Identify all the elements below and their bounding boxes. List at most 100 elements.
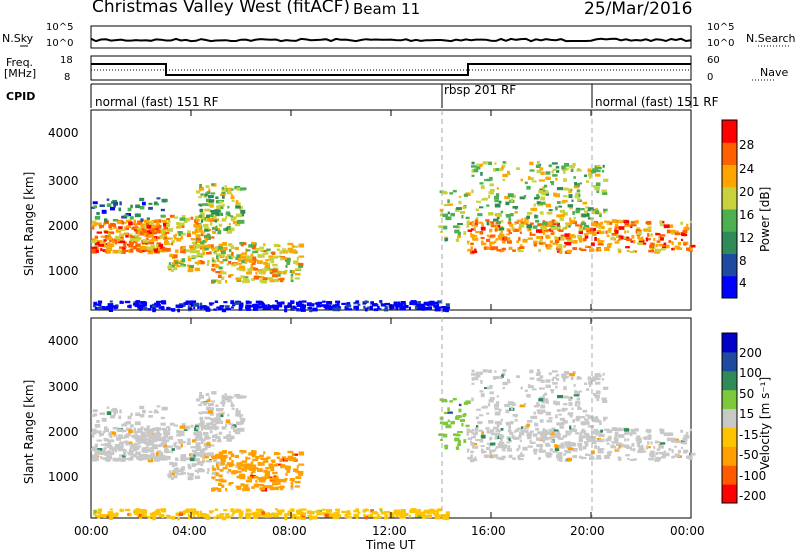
power-echo bbox=[624, 236, 630, 240]
power-echo bbox=[206, 237, 211, 240]
power-echo bbox=[298, 265, 304, 268]
velocity-echo bbox=[680, 429, 683, 433]
velocity-echo bbox=[447, 419, 450, 423]
power-echo bbox=[181, 258, 186, 262]
power-echo bbox=[251, 278, 255, 281]
power-echo bbox=[595, 210, 599, 215]
velocity-echo bbox=[574, 402, 578, 407]
power-echo bbox=[278, 244, 281, 247]
power-echo bbox=[499, 248, 505, 253]
velocity-echo bbox=[609, 429, 613, 433]
power-echo bbox=[498, 236, 503, 240]
velocity-echo bbox=[239, 427, 245, 432]
velocity-echo bbox=[128, 429, 133, 434]
velocity-echo bbox=[184, 510, 189, 513]
power-echo bbox=[241, 252, 248, 255]
velocity-echo bbox=[156, 429, 160, 433]
velocity-echo bbox=[577, 405, 581, 410]
power-echo bbox=[290, 300, 294, 305]
power-echo bbox=[301, 300, 307, 303]
x-tick: 12:00 bbox=[372, 524, 407, 538]
velocity-echo bbox=[190, 508, 197, 512]
power-echo bbox=[363, 300, 369, 304]
velocity-echo bbox=[230, 423, 233, 426]
velocity-echo bbox=[114, 449, 118, 453]
velocity-echo bbox=[245, 515, 251, 519]
velocity-echo bbox=[190, 456, 195, 460]
power-echo bbox=[556, 201, 561, 204]
power-echo bbox=[122, 247, 126, 250]
velocity-echo bbox=[284, 477, 288, 481]
velocity-echo bbox=[119, 448, 126, 452]
velocity-echo bbox=[176, 430, 180, 434]
power-echo bbox=[659, 234, 666, 237]
velocity-echo bbox=[143, 514, 148, 518]
velocity-echo bbox=[152, 446, 158, 450]
velocity-echo bbox=[486, 412, 490, 415]
velocity-scatter bbox=[91, 369, 696, 521]
velocity-echo bbox=[551, 378, 554, 382]
velocity-cbar-tick: 200 bbox=[739, 346, 762, 360]
power-echo bbox=[481, 242, 487, 245]
velocity-echo bbox=[284, 514, 288, 517]
power-echo bbox=[131, 227, 136, 230]
velocity-echo bbox=[102, 457, 107, 460]
velocity-echo bbox=[553, 430, 557, 433]
velocity-echo bbox=[253, 483, 259, 488]
velocity-echo bbox=[174, 469, 178, 473]
power-echo bbox=[476, 200, 481, 203]
power-echo bbox=[250, 253, 254, 258]
power-echo bbox=[609, 221, 613, 225]
velocity-echo bbox=[594, 445, 597, 449]
velocity-echo bbox=[144, 427, 150, 432]
power-echo bbox=[153, 248, 158, 253]
velocity-echo bbox=[269, 479, 274, 483]
velocity-echo bbox=[196, 427, 200, 430]
power-echo bbox=[135, 300, 141, 303]
power-echo bbox=[251, 262, 256, 265]
velocity-echo bbox=[504, 403, 510, 408]
velocity-echo bbox=[217, 488, 222, 492]
velocity-echo bbox=[163, 444, 168, 449]
power-echo bbox=[178, 225, 182, 229]
velocity-echo bbox=[187, 513, 190, 517]
power-echo bbox=[228, 274, 232, 278]
power-echo bbox=[170, 308, 176, 312]
velocity-echo bbox=[257, 461, 262, 466]
power-echo bbox=[253, 267, 259, 271]
velocity-echo bbox=[145, 430, 150, 434]
velocity-echo bbox=[373, 516, 379, 520]
velocity-echo bbox=[558, 444, 562, 449]
power-echo bbox=[94, 235, 99, 240]
power-echo bbox=[284, 250, 290, 253]
power-echo bbox=[478, 221, 483, 224]
power-echo bbox=[523, 195, 527, 198]
power-echo bbox=[273, 306, 279, 309]
power-echo bbox=[471, 189, 474, 194]
power-echo bbox=[204, 246, 209, 251]
velocity-echo bbox=[230, 508, 235, 513]
power-echo bbox=[141, 306, 144, 309]
velocity-echo bbox=[154, 510, 160, 514]
power-echo bbox=[259, 306, 265, 309]
power-echo bbox=[520, 244, 523, 247]
power-echo bbox=[104, 220, 109, 225]
velocity-echo bbox=[573, 384, 576, 387]
velocity-echo bbox=[226, 516, 231, 519]
power-echo bbox=[531, 233, 536, 236]
velocity-echo bbox=[239, 477, 245, 480]
power-echo bbox=[591, 230, 596, 235]
velocity-echo bbox=[206, 445, 211, 448]
power-echo bbox=[148, 239, 153, 242]
power-echo bbox=[230, 193, 233, 198]
velocity-echo bbox=[629, 458, 635, 461]
velocity-echo bbox=[121, 458, 127, 461]
velocity-echo bbox=[209, 422, 214, 425]
velocity-echo bbox=[476, 374, 481, 378]
velocity-echo bbox=[475, 425, 479, 428]
power-echo bbox=[592, 185, 597, 188]
power-echo bbox=[98, 302, 102, 307]
velocity-echo bbox=[255, 456, 260, 459]
velocity-echo bbox=[174, 472, 179, 475]
power-echo bbox=[555, 247, 561, 251]
